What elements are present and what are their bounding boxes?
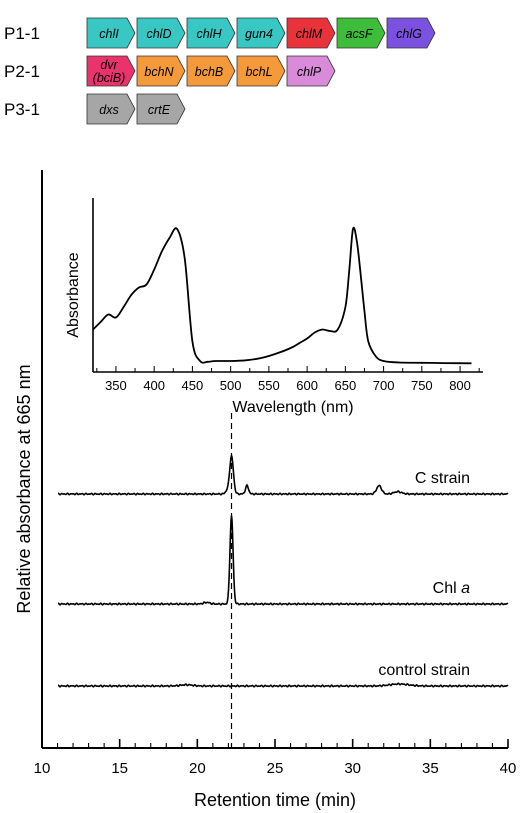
gene-label: chlP [297,65,322,79]
gene-arrow [186,17,236,49]
gene-label: bchN [144,65,174,79]
x-tick-label: 30 [344,760,361,777]
inset-x-tick-label: 800 [449,378,471,393]
chromatogram-trace [57,682,509,688]
gene-label: acsF [345,27,373,41]
gene-arrow [286,17,336,49]
gene-label: crtE [148,103,171,117]
chromatogram-trace [57,515,509,606]
operon-label: P1-1 [4,24,40,43]
gene-label-alt: (bciB) [93,71,126,85]
gene-arrow [386,17,436,49]
x-tick-label: 15 [111,760,128,777]
gene-operon-panel: P1-1 chlI chlD chlH gun4 chlM acsF chlG P2-1 dvr(… [4,17,436,125]
gene-arrow [286,55,336,87]
x-axis-title: Retention time (min) [194,790,356,810]
operon-label: P3-1 [4,100,40,119]
gene-arrow [136,17,186,49]
inset-x-tick-label: 350 [105,378,127,393]
gene-arrow [86,17,136,49]
absorbance-spectrum-line [92,226,472,365]
gene-arrow [136,55,186,87]
gene-label: gun4 [245,27,273,41]
gene-label: chlH [196,27,222,41]
gene-label: chlG [396,27,422,41]
trace-label: Chl a [433,580,470,597]
inset-x-axis-title: Wavelength (nm) [232,399,353,416]
gene-arrow [86,93,136,125]
gene-arrow [336,17,386,49]
gene-label: chlI [99,27,119,41]
inset-x-tick-label: 700 [373,378,395,393]
gene-arrow [236,55,286,87]
gene-label: chlD [146,27,171,41]
chromatogram-panel: 10 15 20 25 30 35 40 Retention time (min) Relati… [14,170,516,810]
trace-label: control strain [378,662,470,679]
inset-y-axis-title: Absorbance [65,252,82,337]
gene-arrow [86,55,136,87]
gene-label: dxs [99,103,118,117]
trace-label: C strain [415,470,470,487]
gene-label: bchB [195,65,224,79]
y-axis-title: Relative absorbance at 665 nm [14,364,34,613]
operon-label: P2-1 [4,62,40,81]
gene-arrow [236,17,286,49]
inset-x-tick-label: 750 [411,378,433,393]
x-tick-label: 35 [422,760,439,777]
inset-x-tick-label: 500 [220,378,242,393]
inset-x-tick-label: 600 [296,378,318,393]
x-tick-label: 20 [189,760,206,777]
x-tick-label: 40 [500,760,517,777]
gene-label: dvr [100,58,118,72]
x-tick-label: 10 [34,760,51,777]
inset-x-tick-label: 450 [182,378,204,393]
chromatogram-trace [57,453,509,496]
gene-arrow [136,93,186,125]
inset-x-tick-label: 550 [258,378,280,393]
absorbance-spectrum-inset: 350 400 450 500 550 600 650 700 750 800 Wavelength… [65,198,483,416]
gene-arrow [186,55,236,87]
inset-x-tick-label: 650 [335,378,357,393]
inset-x-tick-label: 400 [143,378,165,393]
gene-label: bchL [245,65,272,79]
gene-label: chlM [296,27,323,41]
x-tick-label: 25 [267,760,284,777]
